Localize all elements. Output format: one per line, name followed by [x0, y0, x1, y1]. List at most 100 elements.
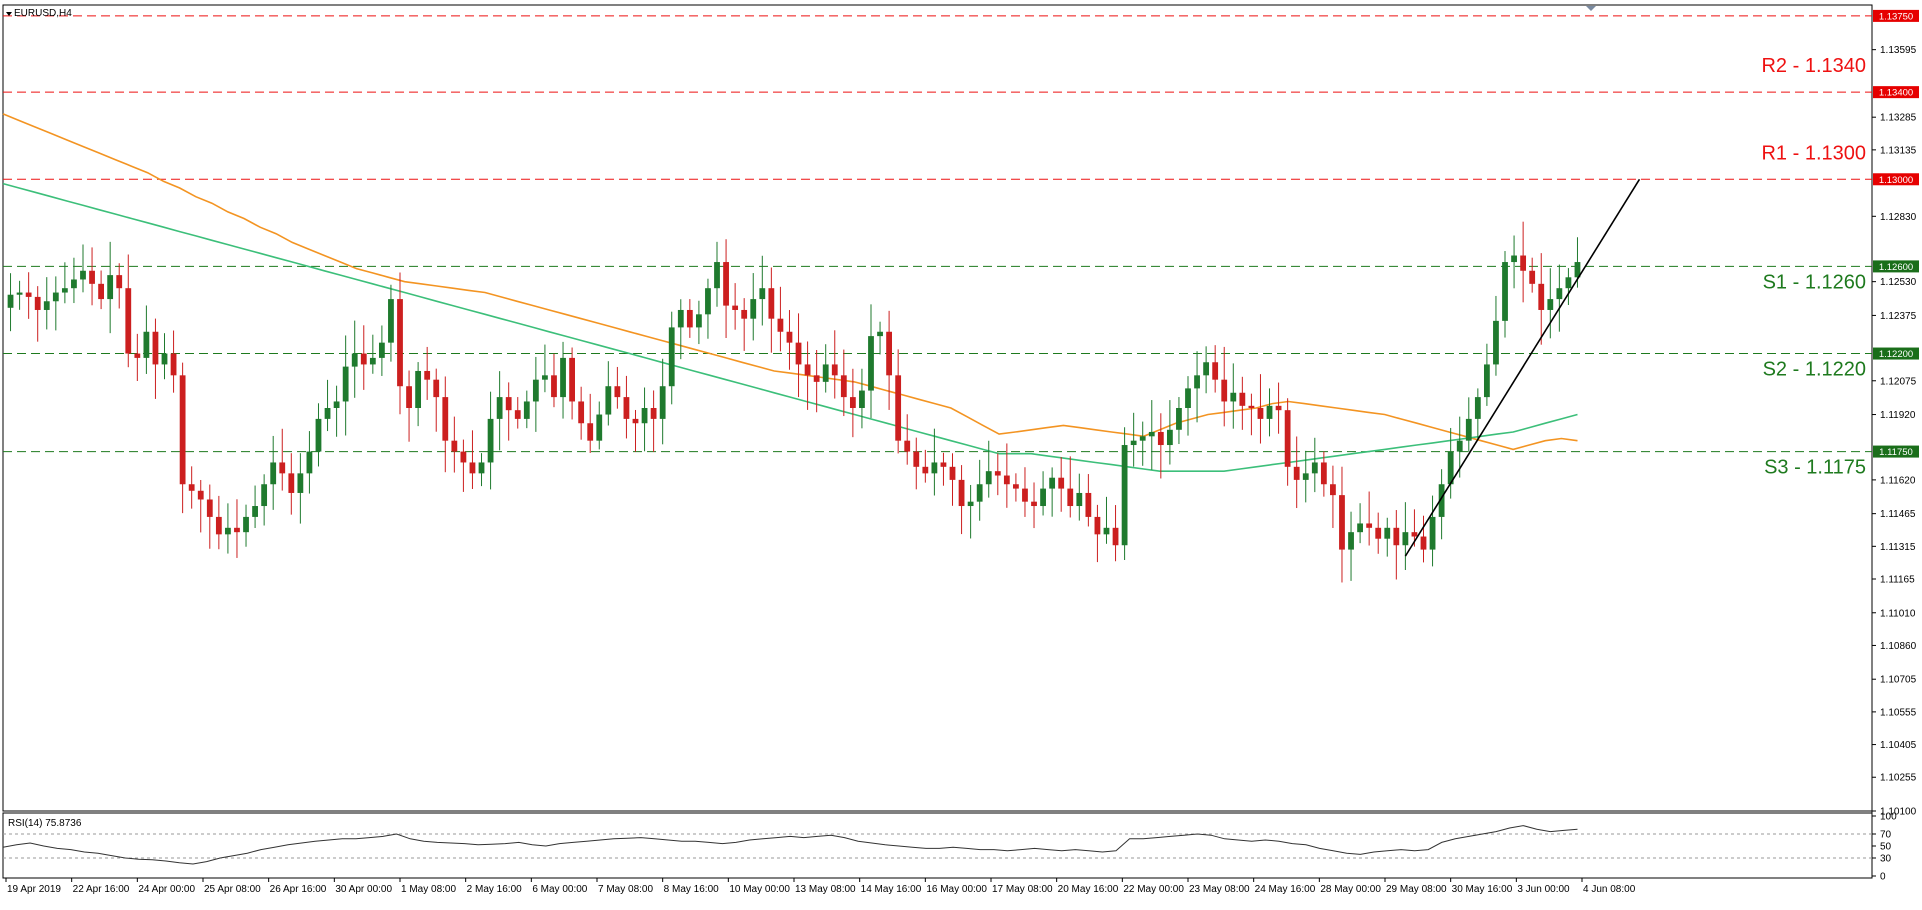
candle-bull	[487, 418, 494, 463]
candle-bear	[1058, 477, 1065, 489]
time-tick-label: 24 Apr 00:00	[138, 884, 195, 895]
rsi-line	[2, 825, 1578, 865]
candle-bull	[1556, 288, 1563, 300]
candle-bear	[723, 262, 729, 306]
candle-bear	[1212, 362, 1219, 380]
price-tick-label: 1.12075	[1880, 376, 1917, 387]
time-tick-label: 30 May 16:00	[1452, 884, 1513, 895]
rsi-indicator-label: RSI(14) 75.8736	[8, 818, 82, 829]
level-price-tag	[1873, 173, 1919, 186]
symbol-dropdown-icon[interactable]	[6, 12, 12, 16]
candle-bear	[469, 462, 476, 474]
candle-bear	[768, 288, 775, 319]
candle-bull	[822, 364, 829, 382]
candle-bull	[161, 353, 168, 365]
rsi-tick-label: 50	[1880, 842, 1892, 853]
candle-bull	[1429, 516, 1436, 550]
candle-bull	[378, 342, 385, 358]
price-tick-label: 1.13285	[1880, 113, 1917, 124]
candle-bear	[152, 331, 159, 365]
candle-bull	[868, 336, 874, 391]
candle-bull	[1402, 532, 1409, 546]
support-resistance-levels: R3 - 1.1375 R2 - 1.1340 R1 - 1.1300 S1 - 1.…	[3, 0, 1872, 479]
candle-bear	[1003, 475, 1010, 485]
level-price-tag	[1873, 347, 1919, 360]
candle-bull	[1103, 527, 1110, 535]
candle-bear	[1520, 255, 1527, 271]
candle-bull	[560, 357, 566, 398]
candle-bull	[1456, 440, 1463, 452]
candle-bear	[34, 296, 41, 310]
price-tick-label: 1.10100	[1880, 807, 1917, 818]
candle-bull	[107, 275, 114, 300]
candle-bull	[143, 331, 150, 358]
candles	[7, 221, 1581, 583]
candle-bear	[1085, 492, 1092, 517]
rsi-tick-label: 70	[1880, 830, 1892, 841]
time-tick-label: 22 Apr 16:00	[73, 884, 130, 895]
time-tick-label: 19 Apr 2019	[7, 884, 61, 895]
time-tick-label: 20 May 16:00	[1058, 884, 1119, 895]
candle-bull	[931, 462, 938, 474]
candle-bear	[804, 364, 811, 376]
candle-bear	[1248, 405, 1255, 408]
price-tick-label: 1.12375	[1880, 311, 1917, 322]
candle-bear	[686, 309, 693, 328]
candle-bear	[134, 353, 141, 358]
candle-bear	[424, 370, 431, 380]
price-tick-label: 1.11620	[1880, 475, 1916, 486]
candle-bear	[831, 364, 838, 376]
price-tick-label: 1.13595	[1880, 45, 1917, 56]
candle-bear	[1239, 392, 1246, 406]
time-tick-label: 7 May 08:00	[598, 884, 653, 895]
candle-bull	[333, 401, 340, 408]
time-tick-label: 28 May 00:00	[1320, 884, 1381, 895]
candle-bear	[234, 527, 240, 533]
chart-shift-marker-icon[interactable]	[1586, 6, 1596, 11]
candle-bull	[596, 414, 603, 441]
candle-bull	[270, 462, 277, 485]
candle-bear	[1375, 527, 1382, 539]
candle-bull	[1121, 445, 1128, 546]
candle-bear	[1330, 484, 1336, 496]
candle-bull	[315, 418, 322, 452]
price-tick-label: 1.11165	[1880, 575, 1915, 586]
candle-bear	[587, 423, 594, 441]
candle-bear	[1031, 501, 1037, 507]
candle-bear	[25, 292, 32, 297]
candle-bull	[243, 516, 249, 533]
level-price-tag	[1873, 9, 1919, 22]
candle-bear	[886, 331, 893, 376]
candle-bull	[523, 401, 530, 419]
candle-bull	[750, 299, 757, 319]
level-label: S2 - 1.1220	[1763, 359, 1866, 381]
candle-bull	[1148, 431, 1155, 437]
candle-bear	[813, 375, 820, 382]
time-tick-label: 29 May 08:00	[1386, 884, 1447, 895]
candle-bear	[514, 410, 521, 419]
candle-bull	[43, 301, 50, 310]
candle-bull	[1185, 388, 1191, 408]
candle-bear	[1293, 466, 1300, 480]
candle-bull	[1483, 364, 1490, 398]
time-tick-label: 4 Jun 08:00	[1583, 884, 1636, 895]
candle-bear	[1529, 270, 1536, 284]
candle-bull	[342, 366, 349, 402]
price-tick-label: 1.10255	[1880, 773, 1917, 784]
candle-bull	[1502, 262, 1508, 321]
candle-bull	[976, 484, 983, 502]
candle-bear	[840, 375, 847, 398]
candle-bull	[80, 270, 86, 280]
candle-bear	[1257, 408, 1264, 419]
candle-bear	[551, 375, 557, 398]
candle-bull	[1302, 473, 1309, 480]
candle-bear	[89, 270, 95, 284]
candle-bear	[98, 283, 105, 300]
candle-bull	[1357, 523, 1363, 533]
candle-bear	[288, 473, 295, 493]
candle-bear	[451, 440, 458, 452]
candle-bull	[1130, 440, 1137, 446]
candle-bull	[1230, 392, 1237, 402]
candle-bull	[61, 288, 68, 293]
candle-bull	[714, 262, 720, 289]
